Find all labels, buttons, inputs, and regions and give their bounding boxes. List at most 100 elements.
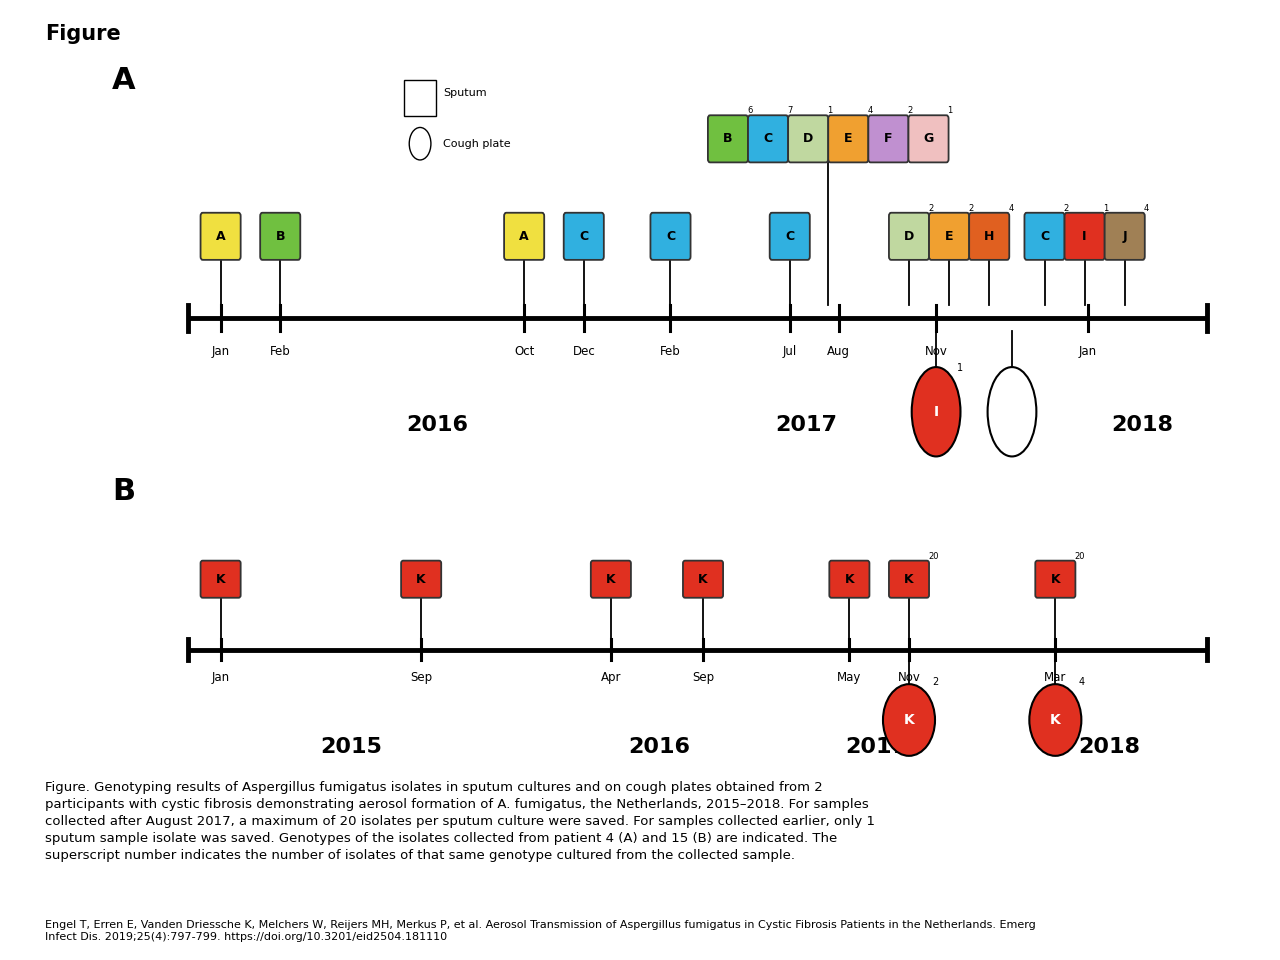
Text: 6: 6	[748, 107, 753, 115]
Text: 4: 4	[1009, 204, 1014, 213]
Text: 4: 4	[1144, 204, 1149, 213]
Text: 1: 1	[947, 107, 952, 115]
Text: Cough plate: Cough plate	[443, 138, 511, 149]
Text: Jan: Jan	[211, 346, 229, 358]
Text: Aug: Aug	[827, 346, 850, 358]
Text: I: I	[933, 405, 938, 419]
Text: K: K	[904, 573, 914, 586]
Text: 2018: 2018	[1079, 736, 1140, 756]
FancyBboxPatch shape	[1024, 213, 1065, 260]
FancyBboxPatch shape	[563, 213, 604, 260]
Text: Oct: Oct	[515, 346, 534, 358]
FancyBboxPatch shape	[201, 213, 241, 260]
Text: 1: 1	[827, 107, 832, 115]
Text: K: K	[1050, 713, 1061, 727]
FancyBboxPatch shape	[708, 115, 748, 162]
FancyBboxPatch shape	[591, 561, 631, 598]
Text: 2016: 2016	[628, 736, 691, 756]
Text: 2018: 2018	[1111, 415, 1172, 435]
Text: K: K	[1051, 573, 1060, 586]
FancyBboxPatch shape	[504, 213, 544, 260]
FancyBboxPatch shape	[868, 115, 909, 162]
Text: C: C	[580, 229, 589, 243]
Circle shape	[410, 128, 431, 160]
Text: B: B	[723, 132, 732, 145]
Text: K: K	[216, 573, 225, 586]
Text: I: I	[1083, 229, 1087, 243]
FancyBboxPatch shape	[769, 213, 810, 260]
Text: 2: 2	[928, 204, 933, 213]
FancyBboxPatch shape	[969, 213, 1009, 260]
Text: C: C	[1039, 229, 1050, 243]
Text: 2: 2	[908, 107, 913, 115]
Text: 4: 4	[1078, 677, 1084, 686]
FancyBboxPatch shape	[650, 213, 690, 260]
Text: Apr: Apr	[600, 671, 621, 684]
Text: Feb: Feb	[270, 346, 291, 358]
Text: 2: 2	[1064, 204, 1069, 213]
Text: Mar: Mar	[1044, 671, 1066, 684]
FancyBboxPatch shape	[888, 213, 929, 260]
FancyBboxPatch shape	[260, 213, 301, 260]
Text: 20: 20	[1074, 552, 1085, 561]
Text: 2: 2	[968, 204, 973, 213]
Text: 7: 7	[787, 107, 792, 115]
Text: Feb: Feb	[660, 346, 681, 358]
Text: 1: 1	[1103, 204, 1108, 213]
FancyBboxPatch shape	[929, 213, 969, 260]
FancyBboxPatch shape	[888, 561, 929, 598]
Text: D: D	[904, 229, 914, 243]
Text: 2: 2	[932, 677, 938, 686]
FancyBboxPatch shape	[788, 115, 828, 162]
Text: G: G	[923, 132, 933, 145]
FancyBboxPatch shape	[1065, 213, 1105, 260]
Text: 2017: 2017	[846, 736, 908, 756]
FancyBboxPatch shape	[401, 561, 442, 598]
Text: C: C	[763, 132, 773, 145]
Text: E: E	[945, 229, 954, 243]
Text: A: A	[520, 229, 529, 243]
Text: K: K	[605, 573, 616, 586]
Text: Nov: Nov	[897, 671, 920, 684]
Text: D: D	[803, 132, 813, 145]
Text: 1: 1	[956, 363, 963, 372]
Text: A: A	[113, 65, 136, 95]
Text: A: A	[216, 229, 225, 243]
Ellipse shape	[1029, 684, 1082, 756]
Text: Sep: Sep	[410, 671, 433, 684]
Text: Sputum: Sputum	[443, 88, 486, 98]
Text: 4: 4	[868, 107, 873, 115]
Ellipse shape	[988, 367, 1037, 456]
FancyBboxPatch shape	[1105, 213, 1144, 260]
FancyBboxPatch shape	[829, 561, 869, 598]
Text: Jan: Jan	[211, 671, 229, 684]
Text: B: B	[275, 229, 285, 243]
FancyBboxPatch shape	[403, 81, 436, 116]
Text: Jan: Jan	[1079, 346, 1097, 358]
Text: C: C	[666, 229, 675, 243]
FancyBboxPatch shape	[909, 115, 948, 162]
Text: Sep: Sep	[692, 671, 714, 684]
FancyBboxPatch shape	[1036, 561, 1075, 598]
Text: 2016: 2016	[407, 415, 468, 435]
Ellipse shape	[883, 684, 934, 756]
FancyBboxPatch shape	[684, 561, 723, 598]
Text: K: K	[416, 573, 426, 586]
FancyBboxPatch shape	[748, 115, 788, 162]
Text: K: K	[845, 573, 854, 586]
Text: B: B	[113, 477, 136, 506]
Text: Engel T, Erren E, Vanden Driessche K, Melchers W, Reijers MH, Merkus P, et al. A: Engel T, Erren E, Vanden Driessche K, Me…	[45, 920, 1036, 943]
Text: Figure: Figure	[45, 24, 120, 44]
FancyBboxPatch shape	[828, 115, 868, 162]
Text: Figure. Genotyping results of Aspergillus fumigatus isolates in sputum cultures : Figure. Genotyping results of Aspergillu…	[45, 781, 874, 862]
Text: E: E	[844, 132, 852, 145]
Text: May: May	[837, 671, 861, 684]
FancyBboxPatch shape	[201, 561, 241, 598]
Text: Nov: Nov	[924, 346, 947, 358]
Text: Dec: Dec	[572, 346, 595, 358]
Text: J: J	[1123, 229, 1128, 243]
Text: 20: 20	[928, 552, 938, 561]
Text: K: K	[904, 713, 914, 727]
Text: H: H	[984, 229, 995, 243]
Text: F: F	[884, 132, 892, 145]
